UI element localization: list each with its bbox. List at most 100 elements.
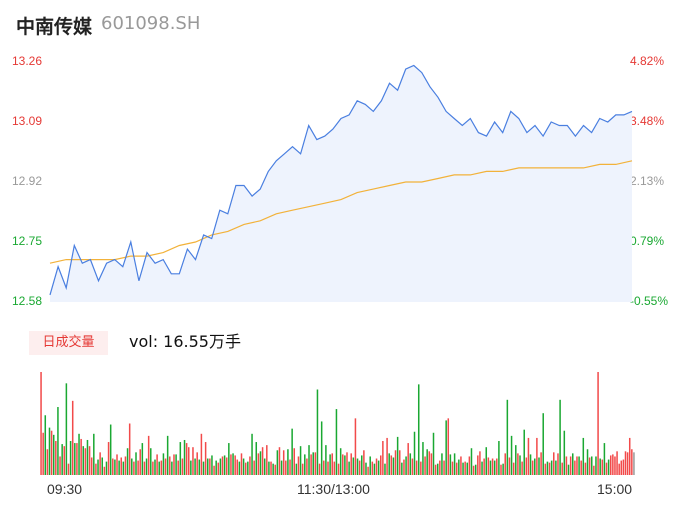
volume-bar bbox=[441, 453, 443, 475]
volume-bar bbox=[521, 461, 523, 475]
volume-bar bbox=[293, 448, 295, 475]
volume-bar bbox=[80, 438, 82, 475]
volume-bar bbox=[428, 451, 431, 475]
volume-bar bbox=[590, 456, 593, 475]
volume-bar bbox=[143, 461, 146, 475]
volume-bar bbox=[112, 458, 114, 475]
volume-bar bbox=[390, 455, 393, 475]
volume-bar bbox=[523, 429, 525, 475]
pct-tick: 2.13% bbox=[630, 174, 665, 188]
volume-bar bbox=[392, 457, 395, 475]
volume-bar bbox=[126, 448, 129, 475]
volume-bar bbox=[449, 454, 452, 475]
price-tick: 12.58 bbox=[12, 294, 43, 308]
volume-bar bbox=[232, 453, 234, 475]
volume-bar bbox=[536, 437, 538, 475]
volume-bar bbox=[234, 455, 236, 475]
volume-bar bbox=[553, 452, 555, 475]
volume-bar bbox=[426, 449, 428, 475]
volume-bar bbox=[407, 443, 409, 475]
volume-bar bbox=[57, 407, 59, 475]
volume-bar bbox=[211, 455, 213, 475]
volume-bar bbox=[339, 448, 342, 475]
volume-bar bbox=[217, 462, 220, 475]
volume-bar bbox=[346, 452, 348, 475]
volume-bar bbox=[282, 450, 285, 475]
volume-bar bbox=[540, 452, 542, 475]
volume-bar bbox=[563, 430, 566, 475]
volume-bar bbox=[48, 427, 51, 475]
volume-bar bbox=[202, 461, 205, 475]
volume-bar bbox=[455, 462, 458, 475]
volume-bar bbox=[413, 431, 416, 475]
volume-bar bbox=[50, 430, 53, 475]
volume-bar bbox=[422, 442, 424, 475]
volume-bar bbox=[74, 443, 76, 475]
pct-tick: -0.55% bbox=[630, 294, 669, 308]
volume-bar bbox=[578, 456, 580, 475]
volume-bar bbox=[42, 432, 44, 475]
volume-bar bbox=[555, 460, 557, 475]
volume-bar bbox=[141, 443, 144, 475]
volume-bar bbox=[624, 451, 627, 475]
volume-bar bbox=[350, 453, 352, 475]
volume-bar bbox=[46, 449, 49, 475]
volume-bar bbox=[477, 455, 479, 475]
volume-bar bbox=[242, 458, 245, 475]
pct-tick: 4.82% bbox=[630, 54, 665, 68]
volume-bar bbox=[506, 399, 509, 475]
pct-tick: 3.48% bbox=[630, 114, 665, 128]
volume-bar bbox=[382, 441, 384, 475]
volume-bar bbox=[517, 453, 519, 475]
volume-bar bbox=[162, 453, 165, 475]
volume-bar bbox=[69, 441, 72, 475]
volume-bar bbox=[356, 458, 359, 475]
volume-bar bbox=[432, 432, 435, 475]
volume-bar bbox=[384, 463, 386, 475]
volume-bar bbox=[221, 456, 224, 475]
volume-bar bbox=[169, 456, 171, 475]
volume-bar bbox=[310, 454, 312, 475]
volume-bar bbox=[192, 447, 194, 475]
volume-bar bbox=[308, 445, 310, 475]
volume-bar bbox=[576, 456, 578, 475]
volume-bar bbox=[274, 464, 277, 475]
volume-bar bbox=[367, 466, 369, 475]
volume-bar bbox=[225, 457, 228, 475]
volume-bar bbox=[609, 455, 612, 475]
volume-bar bbox=[44, 415, 47, 475]
volume-bar bbox=[582, 437, 585, 475]
volume-bar bbox=[544, 463, 547, 475]
volume-bar bbox=[304, 454, 306, 475]
daily-volume-badge: 日成交量 bbox=[29, 331, 108, 355]
volume-bar bbox=[122, 461, 125, 475]
volume-bar bbox=[411, 458, 414, 475]
volume-bar bbox=[474, 464, 477, 475]
volume-bar bbox=[215, 460, 217, 475]
volume-bar bbox=[78, 433, 80, 475]
volume-bar bbox=[626, 452, 629, 475]
volume-bar bbox=[253, 460, 255, 475]
volume-bar bbox=[487, 457, 490, 475]
volume-bar bbox=[542, 413, 544, 475]
volume-bar bbox=[280, 460, 283, 475]
volume-bar bbox=[99, 452, 101, 475]
volume-bar bbox=[287, 449, 289, 475]
pct-tick: 0.79% bbox=[630, 234, 665, 248]
volume-bar bbox=[352, 457, 355, 475]
volume-bar bbox=[329, 454, 331, 475]
volume-bar bbox=[200, 433, 203, 475]
volume-bar bbox=[333, 461, 336, 475]
volume-bar bbox=[166, 435, 169, 475]
volume-bar bbox=[502, 463, 504, 475]
volume-bar bbox=[124, 456, 127, 475]
time-tick: 15:00 bbox=[597, 481, 633, 497]
price-chart bbox=[49, 64, 633, 302]
volume-bar bbox=[512, 462, 515, 475]
volume-bar bbox=[601, 459, 604, 475]
volume-bar bbox=[114, 459, 116, 475]
volume-bar bbox=[84, 448, 87, 475]
volume-bar bbox=[185, 443, 188, 475]
volume-bar bbox=[171, 461, 173, 475]
volume-bar bbox=[301, 463, 304, 475]
